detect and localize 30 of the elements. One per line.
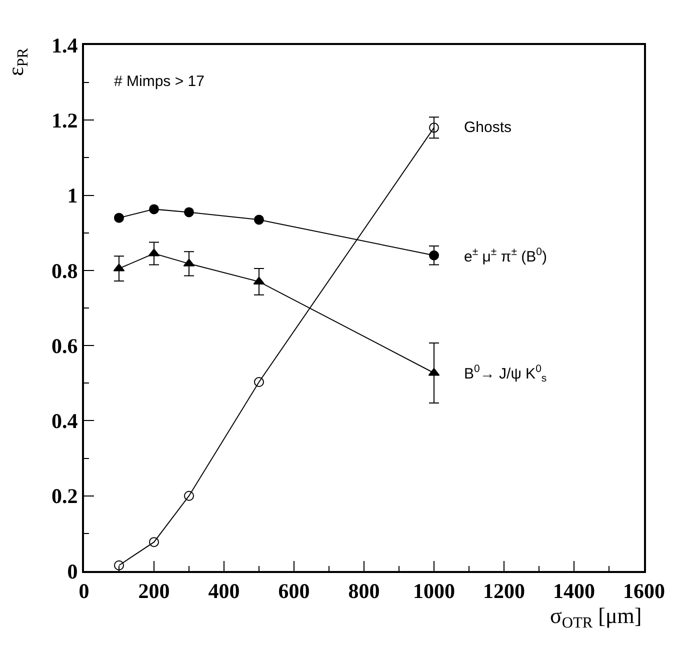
y-tick-label: 0.2 [52,484,78,508]
y-tick-label: 0.8 [52,258,78,283]
point [429,250,439,260]
x-tick-label: 200 [138,579,170,604]
x-axis-title: σ$_{OTR}$ [μm] [550,603,642,632]
x-tick-label: 1000 [413,579,455,604]
point [254,214,264,225]
x-tick-label: 1400 [553,579,595,604]
y-tick-label: 0.4 [52,409,78,434]
point [149,204,159,214]
point [114,560,124,570]
x-tick-label: 600 [278,579,310,604]
point [429,122,439,133]
x-tick-label: 1200 [483,579,525,604]
y-tick-label: 1.4 [52,33,78,58]
point [254,377,264,388]
x-tick-label: 1600 [623,579,665,604]
y-tick-label: 0 [67,559,78,584]
text: e$^{±}$ μ$^{±}$ π$^{±}$ (B$^{0}$) [464,246,547,266]
x-tick-label: 800 [348,579,380,604]
series-label: Ghosts [464,119,512,136]
annotation: # Mimps > 17 [114,73,204,90]
y-tick-label: 0.6 [52,334,78,358]
point [149,537,159,548]
point [184,207,194,218]
y-tick-label: 1.2 [52,108,78,132]
y-tick-label: 1 [67,184,78,208]
point [114,212,124,223]
point [184,490,194,501]
x-tick-label: 400 [208,579,240,604]
